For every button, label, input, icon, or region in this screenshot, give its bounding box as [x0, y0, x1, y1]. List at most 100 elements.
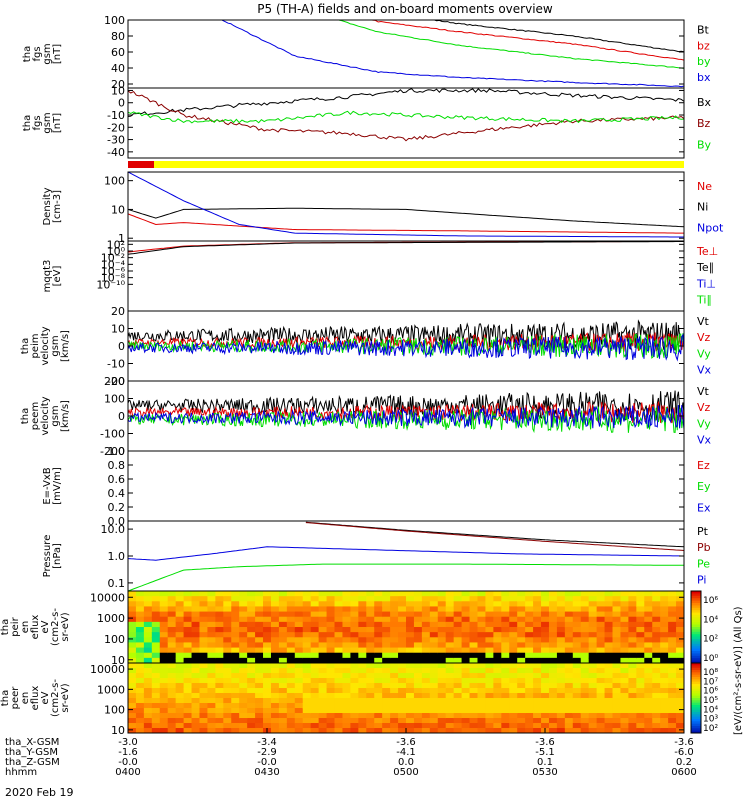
heatmap-cell	[556, 601, 566, 608]
heatmap-cell	[413, 652, 423, 659]
heatmap-cell	[278, 718, 288, 724]
heatmap-cell	[509, 678, 518, 684]
heatmap-cell	[239, 606, 248, 613]
heatmap-cell	[128, 632, 137, 638]
ytick-label: 10⁰	[107, 245, 126, 258]
heatmap-cell	[628, 621, 637, 628]
heatmap-cell	[564, 606, 574, 613]
colorbar-cell	[691, 646, 701, 650]
heatmap-cell	[223, 632, 232, 638]
heatmap-cell	[421, 718, 431, 724]
heatmap-cell	[183, 663, 193, 669]
heatmap-cell	[207, 693, 216, 699]
heatmap-peir_en_eflux	[128, 591, 684, 663]
ytick-label: 0	[118, 340, 125, 353]
heatmap-cell	[556, 647, 566, 654]
heatmap-cell	[445, 673, 455, 679]
heatmap-cell	[533, 698, 542, 704]
heatmap-cell	[398, 611, 407, 618]
heatmap-cell	[501, 703, 510, 709]
heatmap-cell	[231, 652, 240, 659]
heatmap-cell	[445, 652, 455, 659]
heatmap-cell	[263, 703, 272, 709]
heatmap-cell	[350, 657, 359, 663]
heatmap-cell	[588, 616, 598, 623]
heatmap-cell	[501, 657, 510, 663]
heatmap-cell	[382, 637, 391, 644]
heatmap-cell	[183, 652, 193, 659]
heatmap-cell	[596, 663, 606, 669]
heatmap-cell	[469, 703, 479, 709]
heatmap-cell	[406, 621, 415, 628]
heatmap-cell	[374, 723, 383, 729]
heatmap-cell	[135, 652, 145, 659]
heatmap-cell	[175, 703, 185, 709]
xtick-label: -0.0	[257, 757, 277, 768]
heatmap-cell	[390, 596, 399, 602]
heatmap-cell	[128, 673, 137, 679]
heatmap-cell	[207, 616, 216, 623]
heatmap-cell	[239, 663, 248, 669]
heatmap-cell	[286, 723, 296, 729]
heatmap-cell	[429, 703, 439, 709]
heatmap-cell	[644, 647, 653, 654]
heatmap-cell	[596, 637, 606, 644]
heatmap-cell	[151, 668, 161, 674]
heatmap-cell	[374, 621, 383, 628]
heatmap-cell	[541, 606, 550, 613]
heatmap-cell	[445, 728, 455, 733]
heatmap-cell	[263, 668, 272, 674]
heatmap-cell	[525, 683, 534, 689]
heatmap-cell	[143, 678, 153, 684]
heatmap-cell	[143, 591, 153, 597]
heatmap-cell	[636, 668, 645, 674]
heatmap-cell	[620, 673, 629, 679]
heatmap-cell	[660, 596, 669, 602]
heatmap-cell	[143, 611, 153, 618]
heatmap-cell	[628, 627, 637, 633]
heatmap-cell	[588, 606, 598, 613]
heatmap-cell	[310, 637, 320, 644]
heatmap-cell	[485, 601, 494, 608]
colorbar-tick: 10⁷	[703, 677, 718, 687]
heatmap-cell	[501, 683, 510, 689]
ylabel-line: gsm	[42, 112, 53, 133]
heatmap-cell	[548, 606, 558, 613]
heatmap-cell	[548, 621, 558, 628]
heatmap-cell	[469, 693, 479, 699]
heatmap-cell	[270, 642, 280, 649]
colorbar-cell	[691, 677, 701, 680]
heatmap-cell	[413, 621, 423, 628]
heatmap-cell	[604, 652, 614, 659]
heatmap-cell	[517, 657, 526, 663]
heatmap-cell	[628, 728, 637, 733]
heatmap-cell	[294, 621, 304, 628]
heatmap-cell	[302, 698, 312, 704]
heatmap-cell	[485, 728, 494, 733]
heatmap-cell	[548, 718, 558, 724]
heatmap-cell	[239, 718, 248, 724]
heatmap-cell	[326, 693, 336, 699]
heatmap-cell	[294, 683, 304, 689]
colorbar-label: [eV/(cm²-s-sr-eV)] (All Qs)	[733, 606, 744, 735]
colorbar-cell	[691, 709, 701, 713]
heatmap-cell	[556, 718, 566, 724]
heatmap-cell	[358, 652, 367, 659]
ytick-label: -10	[107, 358, 125, 371]
heatmap-cell	[517, 718, 526, 724]
heatmap-cell	[668, 652, 677, 659]
heatmap-cell	[183, 642, 193, 649]
heatmap-cell	[159, 647, 169, 654]
heatmap-cell	[358, 601, 367, 608]
heatmap-cell	[270, 657, 280, 663]
heatmap-cell	[310, 678, 320, 684]
heatmap-cell	[366, 591, 375, 597]
heatmap-cell	[247, 718, 256, 724]
heatmap-cell	[636, 718, 645, 724]
heatmap-cell	[143, 606, 153, 613]
heatmap-cell	[620, 606, 629, 613]
heatmap-cell	[247, 723, 256, 729]
heatmap-cell	[302, 637, 312, 644]
heatmap-cell	[477, 683, 487, 689]
heatmap-cell	[390, 591, 399, 597]
